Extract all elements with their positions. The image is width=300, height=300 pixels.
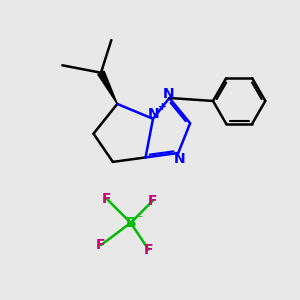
Text: −: − (135, 212, 143, 222)
Text: N: N (174, 152, 185, 166)
Text: F: F (144, 243, 153, 256)
Polygon shape (98, 71, 117, 104)
Text: F: F (148, 194, 158, 208)
Text: +: + (158, 103, 167, 112)
Text: F: F (102, 192, 112, 206)
Text: B: B (125, 216, 136, 230)
Text: N: N (148, 107, 159, 121)
Text: F: F (96, 238, 106, 252)
Text: N: N (163, 86, 175, 100)
